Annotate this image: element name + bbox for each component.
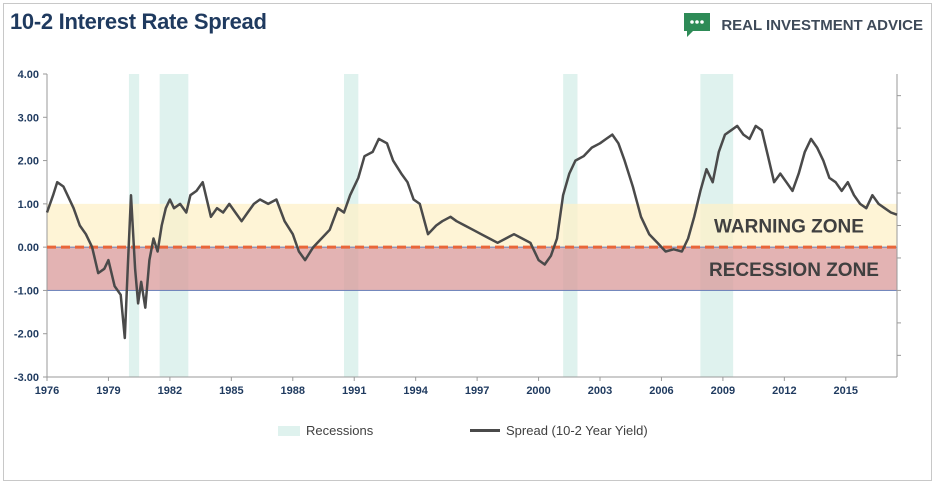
y-tick-label: 4.00 [18, 69, 39, 81]
x-tick-label: 1982 [158, 385, 182, 397]
x-tick-label: 1976 [35, 385, 59, 397]
legend-spread: Spread (10-2 Year Yield) [470, 423, 648, 438]
y-tick-label: -2.00 [14, 329, 39, 341]
chart-title: 10-2 Interest Rate Spread [10, 9, 267, 34]
x-tick-label: 1994 [403, 385, 428, 397]
legend-spread-label: Spread (10-2 Year Yield) [506, 423, 648, 438]
recession-zone-label: RECESSION ZONE [709, 260, 879, 281]
legend-spread-swatch [470, 429, 500, 432]
warning-zone-band [47, 203, 897, 248]
x-tick-label: 2012 [772, 385, 796, 397]
legend-recessions: Recessions [278, 423, 373, 438]
x-tick-label: 2009 [711, 385, 735, 397]
x-tick-label: 2006 [649, 385, 673, 397]
y-tick-label: 3.00 [18, 112, 39, 124]
chart-frame [3, 3, 932, 481]
x-tick-label: 2003 [588, 385, 612, 397]
zone-labels: WARNING ZONE RECESSION ZONE [709, 217, 879, 281]
y-tick-label: 0.00 [18, 242, 39, 254]
x-tick-label: 1991 [342, 385, 366, 397]
brand-name: REAL INVESTMENT ADVICE [721, 16, 923, 34]
y-tick-label: -3.00 [14, 372, 39, 384]
x-tick-label: 1979 [96, 385, 120, 397]
x-tick-label: 2000 [526, 385, 550, 397]
x-tick-label: 2015 [834, 385, 858, 397]
speech-bubble-icon [684, 13, 711, 37]
y-tick-label: 1.00 [18, 199, 39, 211]
legend-recessions-swatch [278, 425, 300, 436]
warning-zone-label: WARNING ZONE [714, 217, 864, 238]
series-layer [45, 124, 898, 340]
x-tick-label: 1997 [465, 385, 489, 397]
x-tick-label: 1988 [281, 385, 305, 397]
x-tick-label: 1985 [219, 385, 243, 397]
y-tick-label: -1.00 [14, 285, 39, 297]
brand-logo: REAL INVESTMENT ADVICE [681, 8, 923, 42]
legend-recessions-label: Recessions [306, 423, 374, 438]
zone-bands [46, 203, 898, 291]
series-line-0 [45, 124, 898, 340]
y-tick-label: 2.00 [18, 156, 39, 168]
